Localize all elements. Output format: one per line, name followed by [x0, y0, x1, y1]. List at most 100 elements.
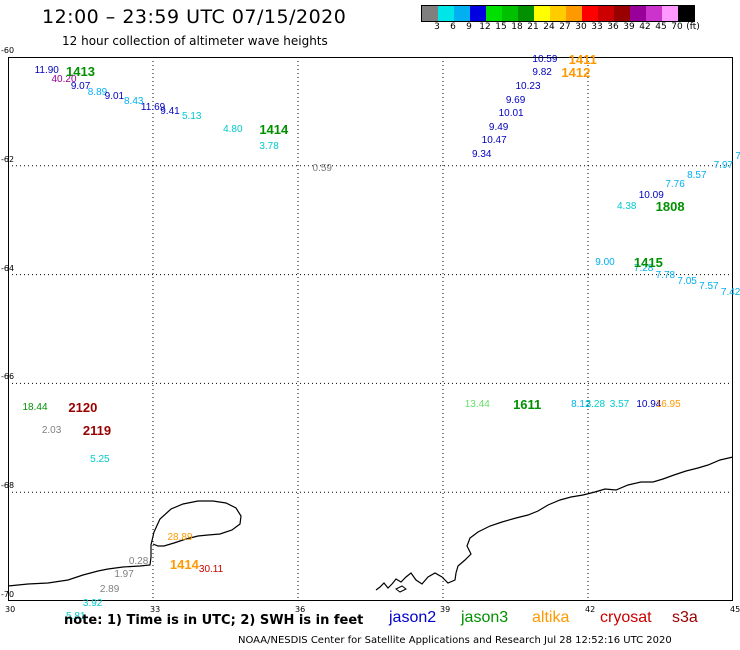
wave-height-label: 7.05	[677, 275, 697, 287]
wave-height-label: 0.59	[312, 162, 332, 174]
pass-time-label: 1414	[259, 122, 289, 138]
color-scale-tick: 42	[639, 22, 651, 32]
color-scale-tick: 39	[623, 22, 635, 32]
wave-height-label: 10.23	[515, 80, 541, 92]
pass-time-label: 2120	[68, 399, 98, 415]
color-scale-swatch	[454, 6, 470, 21]
wave-height-label: 40.20	[51, 74, 77, 86]
wave-height-label: 4.80	[223, 124, 243, 136]
wave-height-label: 5.13	[182, 110, 202, 122]
pass-time-label: 1415	[633, 254, 663, 270]
color-scale-swatch	[630, 6, 646, 21]
wave-height-label: 3.78	[259, 140, 279, 152]
longitude-label: 42	[585, 605, 596, 614]
wave-height-label: 7.97	[713, 159, 734, 171]
color-scale-swatch	[598, 6, 614, 21]
wave-height-label: 7.76	[665, 178, 685, 190]
color-scale-tick: 21	[527, 22, 539, 32]
color-scale-swatch	[438, 6, 454, 21]
color-scale-tick: 9	[466, 22, 472, 32]
wave-height-label: 7.78	[655, 269, 676, 281]
wave-height-label: 8.57	[687, 169, 707, 181]
map-frame	[8, 57, 733, 601]
wave-height-label: 8.43	[124, 96, 144, 108]
legend-altika: altika	[532, 609, 570, 626]
color-scale-tick: 27	[559, 22, 571, 32]
wave-height-label: 1.97	[114, 569, 134, 581]
color-scale-tick: 45	[655, 22, 667, 32]
wave-height-label: 9.49	[488, 121, 509, 133]
wave-height-label: 18.44	[22, 401, 48, 413]
color-scale-tick: 12	[479, 22, 491, 32]
wave-height-label: 2.03	[41, 425, 62, 437]
wave-height-label: 7.57	[699, 281, 719, 293]
wave-height-label: 9.01	[104, 91, 125, 103]
wave-height-label: 3.28	[585, 399, 606, 411]
map-title: 12:00 – 23:59 UTC 07/15/2020	[42, 6, 347, 28]
wave-height-label: 11.69	[140, 101, 166, 113]
wave-height-label: 10.94	[636, 399, 662, 411]
color-scale-tick: 70	[671, 22, 683, 32]
wave-height-label: 9.34	[472, 148, 492, 160]
pass-time-label: 1411	[568, 51, 597, 67]
color-scale-swatch	[582, 6, 598, 21]
legend-jason2: jason2	[389, 609, 437, 626]
longitude-label: 39	[440, 605, 451, 614]
pass-time-label: 1413	[66, 63, 95, 79]
latitude-label: -68	[1, 481, 15, 491]
color-scale-tick: 18	[511, 22, 523, 32]
wave-height-label: 11.90	[34, 65, 59, 77]
color-scale-swatch	[550, 6, 566, 21]
wave-height-label: 5.25	[90, 453, 110, 465]
longitude-label: 33	[150, 605, 161, 614]
color-scale-tick: 15	[495, 22, 507, 32]
wave-height-label: 10.09	[638, 189, 664, 201]
latitude-label: -62	[1, 154, 15, 164]
legend-s3a: s3a	[672, 609, 698, 626]
wave-height-label: 5.81	[66, 611, 86, 623]
color-scale-swatch	[502, 6, 518, 21]
color-scale-swatch	[518, 6, 534, 21]
wave-height-label: 2.89	[99, 584, 120, 596]
wave-height-label: 10.01	[498, 108, 524, 120]
map-subtitle: 12 hour collection of altimeter wave hei…	[62, 34, 328, 48]
pass-time-label: 1414	[169, 556, 199, 572]
latitude-label: -60	[1, 46, 15, 55]
color-scale-tick: 24	[543, 22, 555, 32]
color-scale-tick: 6	[450, 22, 456, 32]
color-scale-swatch	[534, 6, 550, 21]
wave-height-label: 7.01	[735, 150, 740, 162]
color-scale-swatch	[678, 6, 694, 21]
legend-jason3: jason3	[461, 609, 509, 626]
wave-height-label: 9.82	[532, 67, 552, 79]
wave-height-label: 10.59	[532, 53, 558, 65]
color-scale-tick: 30	[575, 22, 587, 32]
color-scale-swatch	[422, 6, 438, 21]
wave-height-label: 9.00	[595, 256, 615, 268]
color-scale-tick: 33	[591, 22, 603, 32]
pass-time-label: 2119	[82, 423, 112, 439]
color-scale-swatch	[566, 6, 582, 21]
pass-time-label: 1611	[513, 397, 542, 413]
pass-time-label: 1808	[655, 198, 685, 214]
wave-height-label: 30.11	[198, 563, 224, 575]
wave-height-label: 0.28	[128, 555, 149, 567]
wave-height-label: 10.47	[481, 135, 507, 147]
color-scale-bar	[421, 5, 695, 22]
color-scale-tick: 36	[607, 22, 619, 32]
wave-height-label: 9.07	[70, 81, 91, 93]
pass-time-label: 1412	[561, 65, 591, 81]
wave-height-label: 7.28	[633, 263, 654, 275]
wave-height-label: 9.41	[160, 106, 180, 118]
color-scale-tick: (ft)	[686, 22, 700, 32]
map-svg	[7, 57, 734, 601]
latitude-label: -64	[1, 263, 15, 273]
color-scale-swatch	[662, 6, 678, 21]
wave-height-label: 16.95	[655, 399, 681, 411]
longitude-label: 36	[295, 605, 306, 614]
map-credit: NOAA/NESDIS Center for Satellite Applica…	[238, 635, 672, 646]
graticule	[8, 57, 733, 601]
longitude-label: 45	[730, 605, 740, 614]
map-plot-area	[7, 57, 734, 601]
